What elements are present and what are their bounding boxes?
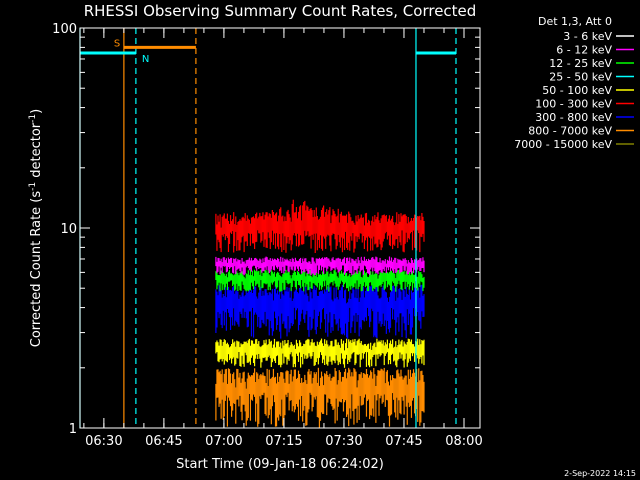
saa-label-n: N: [142, 54, 149, 65]
x-tick-label: 07:00: [205, 434, 242, 449]
x-tick-label: 07:45: [385, 434, 422, 449]
y-tick-label: 100: [52, 22, 77, 37]
legend-label: 25 - 50 keV: [549, 71, 612, 84]
x-axis-label: Start Time (09-Jan-18 06:24:02): [176, 457, 384, 472]
legend-label: 6 - 12 keV: [556, 44, 612, 57]
band-6to12keV: [215, 256, 425, 276]
legend-label: 100 - 300 keV: [535, 98, 612, 111]
x-tick-label: 06:30: [85, 434, 122, 449]
y-tick-label: 1: [69, 422, 77, 437]
x-tick-label: 07:30: [325, 434, 362, 449]
y-axis-label: Corrected Count Rate (s-1 detector-1): [28, 109, 44, 347]
band-12to25keV: [215, 269, 425, 292]
legend-label: 50 - 100 keV: [542, 84, 612, 97]
count-rate-traces: [215, 199, 425, 428]
footer-timestamp: 2-Sep-2022 14:15: [564, 469, 636, 478]
legend-label: 7000 - 15000 keV: [514, 138, 612, 151]
band-800to7000keV: [215, 367, 425, 428]
band-50to100keV: [215, 338, 425, 368]
legend-label: 800 - 7000 keV: [528, 125, 612, 138]
x-tick-label: 08:00: [445, 434, 482, 449]
x-tick-label: 07:15: [265, 434, 302, 449]
chart-title: RHESSI Observing Summary Count Rates, Co…: [84, 2, 477, 20]
x-tick-label: 06:45: [145, 434, 182, 449]
saa-label-s: S: [114, 38, 120, 49]
legend-label: 3 - 6 keV: [563, 30, 612, 43]
legend-label: 12 - 25 keV: [549, 57, 612, 70]
legend-header: Det 1,3, Att 0: [538, 15, 612, 28]
band-100to300keV: [215, 199, 425, 253]
y-tick-label: 10: [60, 222, 77, 237]
legend-label: 300 - 800 keV: [535, 111, 612, 124]
band-300to800keV: [215, 284, 425, 339]
axes: 1 10 100 06:30 06:45 07:00 07:15 07:30 07:45 08:0…: [52, 22, 483, 449]
